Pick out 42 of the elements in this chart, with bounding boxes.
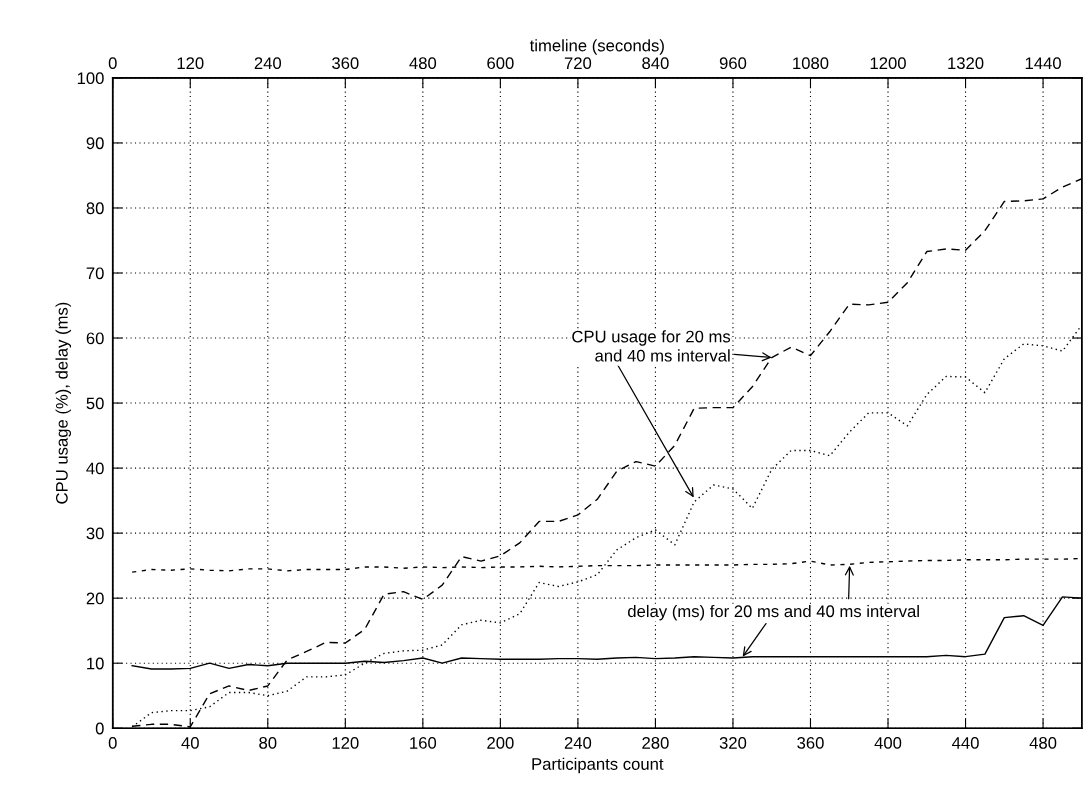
annotation: delay (ms) for 20 ms and 40 ms interval	[628, 604, 919, 621]
x2-tick-label: 1440	[1025, 57, 1061, 70]
y-tick-label: 20	[86, 592, 104, 605]
x-tick-label: 200	[487, 736, 514, 749]
y-tick-label: 30	[86, 527, 104, 540]
y-tick-label: 60	[86, 332, 104, 345]
x2-tick-label: 840	[642, 57, 669, 70]
x-tick-label: 120	[332, 736, 359, 749]
y-tick-label: 0	[95, 722, 104, 735]
y-tick-label: 70	[86, 267, 104, 280]
x-tick-label: 360	[797, 736, 824, 749]
x-tick-label: 400	[874, 736, 902, 749]
x-tick-label: 160	[410, 736, 437, 749]
y-tick-label: 50	[86, 397, 104, 410]
x-tick-label: 80	[259, 736, 277, 749]
y-tick-label: 80	[86, 202, 104, 215]
y-tick-label: 40	[86, 462, 104, 475]
x2-tick-label: 1200	[870, 57, 906, 70]
y-tick-label: 90	[86, 137, 104, 150]
x-tick-label: 0	[108, 736, 117, 749]
x-tick-label: 480	[1029, 736, 1057, 749]
annotation: CPU usage for 20 ms and 40 ms interval	[572, 330, 731, 362]
x2-tick-label: 1320	[948, 57, 984, 70]
x-tick-label: 40	[181, 736, 199, 749]
x2-tick-label: 600	[487, 57, 514, 70]
x2-tick-label: 1080	[793, 57, 829, 70]
x2-tick-label: 720	[564, 57, 592, 70]
y-tick-label: 100	[77, 72, 104, 85]
x2-tick-label: 360	[332, 57, 359, 70]
x2-tick-label: 0	[108, 57, 117, 70]
y-tick-label: 10	[87, 657, 104, 670]
x-tick-label: 240	[564, 736, 592, 749]
x2-tick-label: 240	[254, 57, 282, 70]
x2-tick-label: 960	[719, 57, 747, 70]
x2-tick-label: 480	[409, 57, 437, 70]
x-tick-label: 320	[719, 736, 747, 749]
x-tick-label: 440	[952, 736, 979, 749]
x-tick-label: 280	[642, 736, 669, 749]
x2-tick-label: 120	[177, 57, 204, 70]
x-axis-title: Participants count	[532, 757, 664, 774]
x2-axis-title: timeline (seconds)	[529, 39, 664, 55]
y-axis-title: CPU usage (%), delay (ms)	[55, 302, 72, 504]
